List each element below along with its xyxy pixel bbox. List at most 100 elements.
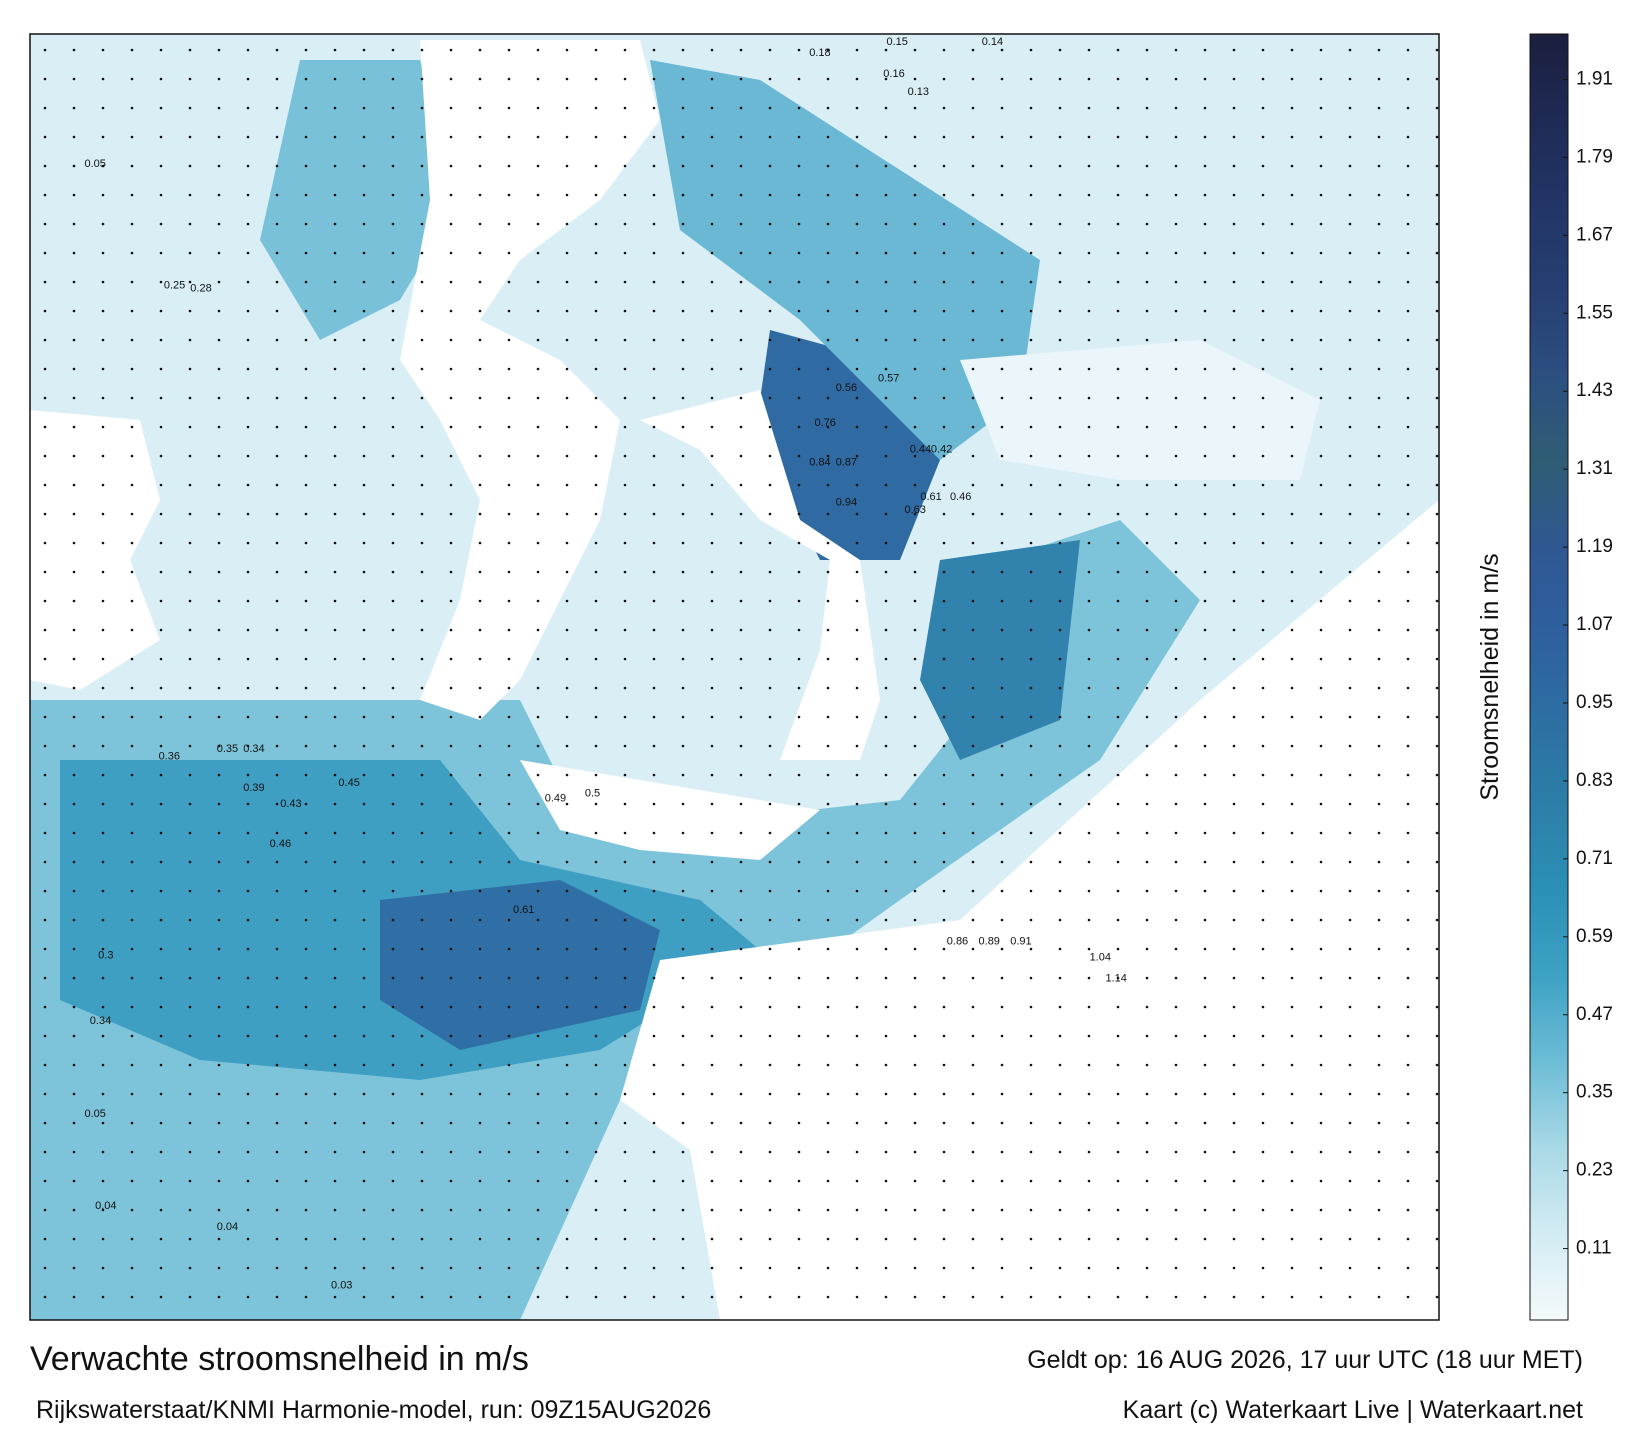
vector-dot: [594, 715, 598, 719]
vector-dot: [130, 889, 134, 893]
vector-dot: [1116, 338, 1120, 342]
vector-dot: [101, 338, 105, 342]
vector-dot: [1377, 744, 1381, 748]
vector-dot: [1232, 1179, 1236, 1183]
vector-dot: [1087, 802, 1091, 806]
vector-dot: [1145, 193, 1149, 197]
vector-dot: [1290, 425, 1294, 429]
vector-dot: [72, 135, 76, 139]
vector-dot: [159, 541, 163, 545]
vector-dot: [942, 483, 946, 487]
vector-dot: [478, 483, 482, 487]
vector-dot: [159, 947, 163, 951]
speed-label: 1.04: [1090, 951, 1111, 963]
vector-dot: [710, 1295, 714, 1299]
vector-dot: [594, 773, 598, 777]
vector-dot: [913, 251, 917, 255]
vector-dot: [188, 889, 192, 893]
vector-dot: [362, 338, 366, 342]
vector-dot: [1145, 976, 1149, 980]
vector-dot: [594, 164, 598, 168]
vector-dot: [971, 1208, 975, 1212]
vector-dot: [1145, 425, 1149, 429]
vector-dot: [1058, 1295, 1062, 1299]
vector-dot: [130, 367, 134, 371]
vector-dot: [478, 918, 482, 922]
vector-dot: [594, 1150, 598, 1154]
vector-dot: [942, 1121, 946, 1125]
vector-dot: [1261, 599, 1265, 603]
vector-dot: [420, 802, 424, 806]
vector-dot: [1319, 454, 1323, 458]
vector-dot: [710, 512, 714, 516]
vector-dot: [1087, 280, 1091, 284]
vector-dot: [217, 309, 221, 313]
vector-dot: [623, 1295, 627, 1299]
vector-dot: [1290, 1034, 1294, 1038]
vector-dot: [536, 1121, 540, 1125]
vector-dot: [652, 251, 656, 255]
vector-dot: [1319, 570, 1323, 574]
vector-dot: [1232, 280, 1236, 284]
vector-dot: [275, 135, 279, 139]
vector-dot: [565, 715, 569, 719]
vector-dot: [1348, 570, 1352, 574]
vector-dot: [188, 193, 192, 197]
vector-dot: [188, 976, 192, 980]
vector-dot: [1116, 106, 1120, 110]
vector-dot: [913, 1034, 917, 1038]
vector-dot: [304, 338, 308, 342]
vector-dot: [536, 1034, 540, 1038]
vector-dot: [188, 512, 192, 516]
vector-dot: [826, 164, 830, 168]
vector-dot: [739, 367, 743, 371]
vector-dot: [971, 715, 975, 719]
vector-dot: [739, 976, 743, 980]
vector-dot: [942, 947, 946, 951]
vector-dot: [1377, 1034, 1381, 1038]
vector-dot: [1145, 541, 1149, 545]
vector-dot: [1174, 686, 1178, 690]
vector-dot: [188, 657, 192, 661]
vector-dot: [1261, 48, 1265, 52]
vector-dot: [1029, 48, 1033, 52]
vector-dot: [855, 280, 859, 284]
vector-dot: [246, 1266, 250, 1270]
vector-dot: [478, 280, 482, 284]
vector-dot: [1087, 222, 1091, 226]
vector-dot: [1029, 1005, 1033, 1009]
vector-dot: [217, 599, 221, 603]
vector-dot: [1377, 251, 1381, 255]
vector-dot: [246, 802, 250, 806]
vector-dot: [1087, 135, 1091, 139]
vector-dot: [275, 77, 279, 81]
vector-dot: [1058, 599, 1062, 603]
vector-dot: [43, 1295, 47, 1299]
vector-dot: [1000, 1092, 1004, 1096]
vector-dot: [1058, 193, 1062, 197]
vector-dot: [1145, 686, 1149, 690]
vector-dot: [159, 280, 163, 284]
vector-dot: [1145, 396, 1149, 400]
vector-dot: [797, 773, 801, 777]
vector-dot: [1145, 570, 1149, 574]
vector-dot: [217, 135, 221, 139]
vector-dot: [101, 193, 105, 197]
vector-dot: [884, 164, 888, 168]
vector-dot: [1232, 164, 1236, 168]
vector-dot: [1377, 193, 1381, 197]
vector-dot: [855, 512, 859, 516]
vector-dot: [101, 1092, 105, 1096]
vector-dot: [536, 1150, 540, 1154]
vector-dot: [739, 1295, 743, 1299]
vector-dot: [768, 77, 772, 81]
vector-dot: [1029, 889, 1033, 893]
vector-dot: [1000, 135, 1004, 139]
vector-dot: [855, 773, 859, 777]
vector-dot: [188, 744, 192, 748]
vector-dot: [710, 338, 714, 342]
vector-dot: [913, 193, 917, 197]
speed-label: 0.57: [878, 373, 899, 385]
vector-dot: [1145, 338, 1149, 342]
vector-dot: [1203, 541, 1207, 545]
